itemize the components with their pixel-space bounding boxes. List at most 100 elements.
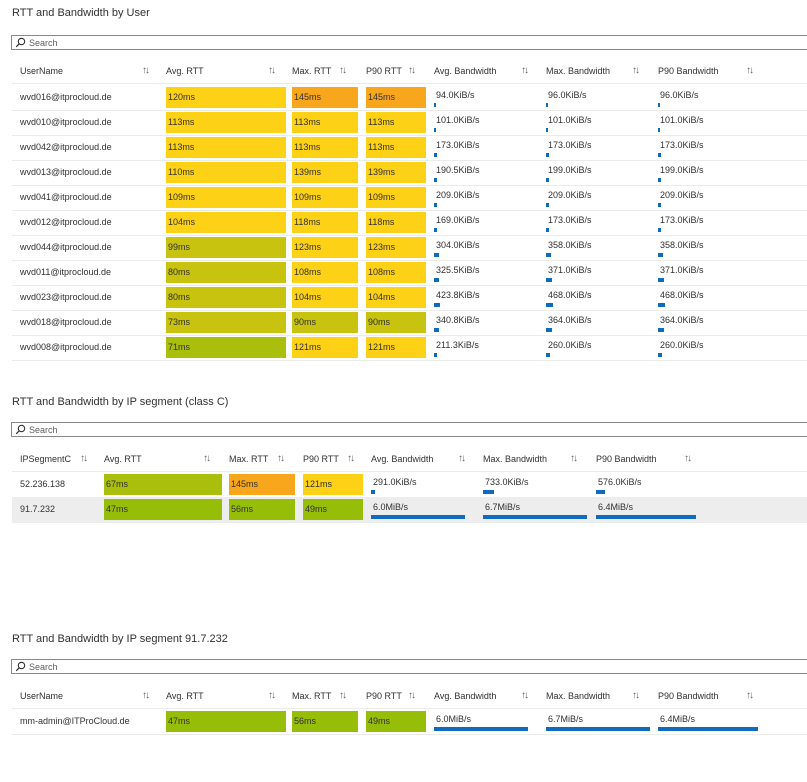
avg-bw-value: 6.0MiB/s	[373, 502, 409, 512]
column-header[interactable]: Avg. Bandwidth	[434, 66, 497, 76]
column-header[interactable]: Avg. RTT	[104, 454, 142, 464]
table-row[interactable]: 52.236.138 67ms 145ms 121ms 291.0KiB/s 733.0K…	[12, 472, 807, 498]
bandwidth-bar	[546, 278, 552, 282]
sort-icon[interactable]: ↑↓	[684, 453, 692, 464]
table-row[interactable]: wvd023@itprocloud.de 80ms 104ms 104ms 423.8K…	[12, 285, 807, 311]
table-row[interactable]: wvd044@itprocloud.de 99ms 123ms 123ms 304.0K…	[12, 235, 807, 261]
max-bw-value: 260.0KiB/s	[548, 340, 592, 350]
avg-rtt-cell: 47ms	[104, 499, 222, 520]
column-header[interactable]: Avg. RTT	[166, 66, 204, 76]
sort-icon[interactable]: ↑↓	[521, 65, 529, 76]
max-rtt-cell: 104ms	[292, 287, 358, 308]
column-header[interactable]: Max. Bandwidth	[483, 454, 548, 464]
table-row[interactable]: wvd012@itprocloud.de 104ms 118ms 118ms 169.0…	[12, 210, 807, 236]
column-header[interactable]: IPSegmentC	[20, 454, 72, 464]
avg-rtt-cell: 67ms	[104, 474, 222, 495]
search-input[interactable]	[29, 36, 729, 49]
sort-icon[interactable]: ↑↓	[80, 453, 88, 464]
table-row[interactable]: wvd041@itprocloud.de 109ms 109ms 109ms 209.0…	[12, 185, 807, 211]
bandwidth-bar	[434, 727, 528, 731]
cell-value: 121ms	[305, 479, 333, 489]
avg-bw-value: 304.0KiB/s	[436, 240, 480, 250]
search-input[interactable]	[29, 423, 729, 436]
cell-value: 145ms	[294, 92, 322, 102]
column-header[interactable]: Max. RTT	[292, 66, 332, 76]
sort-icon[interactable]: ↑↓	[570, 453, 578, 464]
sort-icon[interactable]: ↑↓	[347, 453, 355, 464]
column-header[interactable]: P90 RTT	[366, 691, 402, 701]
sort-icon[interactable]: ↑↓	[458, 453, 466, 464]
p90-rtt-cell: 90ms	[366, 312, 426, 333]
sort-icon[interactable]: ↑↓	[408, 65, 416, 76]
cell-value: 121ms	[294, 342, 322, 352]
sort-icon[interactable]: ↑↓	[203, 453, 211, 464]
max-rtt-cell: 56ms	[292, 711, 358, 732]
max-bw-value: 173.0KiB/s	[548, 140, 592, 150]
p90-bw-value: 358.0KiB/s	[660, 240, 704, 250]
row-label: wvd010@itprocloud.de	[20, 117, 112, 127]
row-label: wvd042@itprocloud.de	[20, 142, 112, 152]
column-header[interactable]: UserName	[20, 691, 64, 701]
sort-icon[interactable]: ↑↓	[339, 65, 347, 76]
sort-icon[interactable]: ↑↓	[268, 65, 276, 76]
search-box[interactable]	[11, 35, 807, 50]
table-row[interactable]: wvd011@itprocloud.de 80ms 108ms 108ms 325.5K…	[12, 260, 807, 286]
sort-icon[interactable]: ↑↓	[408, 690, 416, 701]
max-rtt-cell: 118ms	[292, 212, 358, 233]
sort-icon[interactable]: ↑↓	[521, 690, 529, 701]
avg-rtt-cell: 71ms	[166, 337, 286, 358]
column-header[interactable]: Max. Bandwidth	[546, 691, 611, 701]
max-rtt-cell: 145ms	[229, 474, 295, 495]
max-bw-value: 468.0KiB/s	[548, 290, 592, 300]
bandwidth-bar	[371, 515, 465, 519]
search-box[interactable]	[11, 422, 807, 437]
p90-bw-value: 6.4MiB/s	[660, 714, 696, 724]
sort-icon[interactable]: ↑↓	[746, 690, 754, 701]
cell-value: 145ms	[368, 92, 396, 102]
sort-icon[interactable]: ↑↓	[277, 453, 285, 464]
table-row[interactable]: 91.7.232 47ms 56ms 49ms 6.0MiB/s 6.7MiB/s 6.4M…	[12, 497, 807, 523]
search-input[interactable]	[29, 660, 729, 673]
sort-icon[interactable]: ↑↓	[142, 690, 150, 701]
table-row[interactable]: wvd018@itprocloud.de 73ms 90ms 90ms 340.8KiB…	[12, 310, 807, 336]
table-row[interactable]: wvd008@itprocloud.de 71ms 121ms 121ms 211.3K…	[12, 335, 807, 361]
cell-value: 99ms	[168, 242, 191, 252]
sort-icon[interactable]: ↑↓	[746, 65, 754, 76]
p90-rtt-cell: 49ms	[366, 711, 426, 732]
column-header[interactable]: Avg. RTT	[166, 691, 204, 701]
column-header[interactable]: P90 Bandwidth	[658, 66, 719, 76]
sort-icon[interactable]: ↑↓	[268, 690, 276, 701]
column-header[interactable]: P90 Bandwidth	[596, 454, 657, 464]
search-icon	[15, 661, 26, 672]
cell-value: 49ms	[305, 504, 328, 514]
avg-bw-value: 101.0KiB/s	[436, 115, 480, 125]
column-header[interactable]: UserName	[20, 66, 64, 76]
search-box[interactable]	[11, 659, 807, 674]
sort-icon[interactable]: ↑↓	[632, 65, 640, 76]
column-header[interactable]: Max. RTT	[229, 454, 269, 464]
column-header[interactable]: Max. Bandwidth	[546, 66, 611, 76]
bandwidth-bar	[546, 727, 650, 731]
column-header[interactable]: P90 RTT	[366, 66, 402, 76]
bandwidth-bar	[658, 128, 660, 132]
column-header[interactable]: Max. RTT	[292, 691, 332, 701]
sort-icon[interactable]: ↑↓	[339, 690, 347, 701]
sort-icon[interactable]: ↑↓	[142, 65, 150, 76]
table-row[interactable]: wvd013@itprocloud.de 110ms 139ms 139ms 190.5…	[12, 160, 807, 186]
row-label: 52.236.138	[20, 479, 66, 489]
p90-bw-value: 199.0KiB/s	[660, 165, 704, 175]
table-header: IPSegmentC ↑↓ Avg. RTT ↑↓ Max. RTT ↑↓ P90 RTT ↑…	[12, 447, 807, 472]
column-header[interactable]: P90 Bandwidth	[658, 691, 719, 701]
sort-icon[interactable]: ↑↓	[632, 690, 640, 701]
bandwidth-bar	[546, 153, 549, 157]
table-row[interactable]: wvd016@itprocloud.de 120ms 145ms 145ms 94.0K…	[12, 85, 807, 111]
column-header[interactable]: P90 RTT	[303, 454, 339, 464]
table-row[interactable]: wvd010@itprocloud.de 113ms 113ms 113ms 101.0…	[12, 110, 807, 136]
table-row[interactable]: mm-admin@ITProCloud.de 47ms 56ms 49ms 6.0MiB…	[12, 709, 807, 735]
avg-rtt-cell: 109ms	[166, 187, 286, 208]
p90-rtt-cell: 118ms	[366, 212, 426, 233]
bandwidth-bar	[434, 203, 437, 207]
column-header[interactable]: Avg. Bandwidth	[434, 691, 497, 701]
column-header[interactable]: Avg. Bandwidth	[371, 454, 434, 464]
table-row[interactable]: wvd042@itprocloud.de 113ms 113ms 113ms 173.0…	[12, 135, 807, 161]
